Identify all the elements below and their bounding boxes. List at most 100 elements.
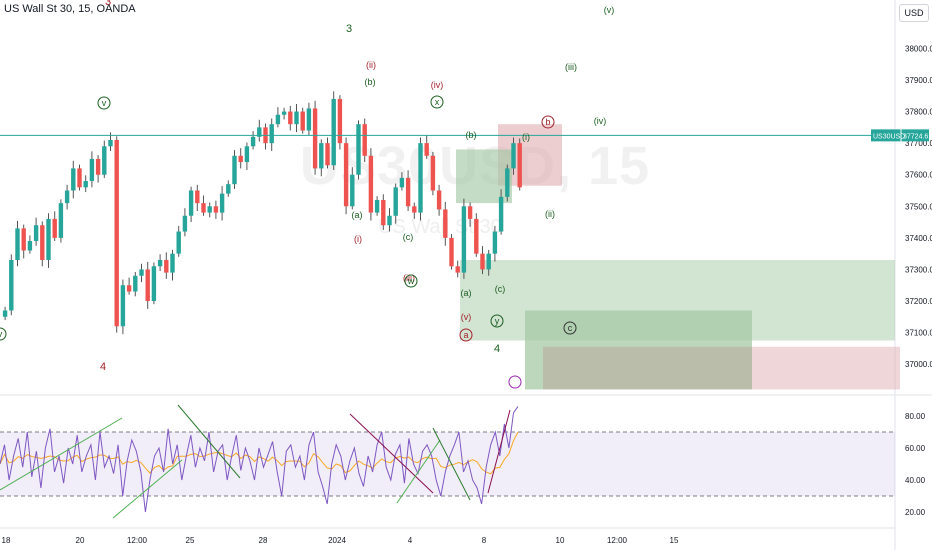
candle-body (412, 206, 417, 213)
wave-label: b (545, 117, 550, 127)
candle-body (226, 184, 231, 194)
rsi-tick-label: 40.00 (905, 476, 926, 485)
price-tick-label: 37800.0 (905, 108, 932, 117)
rsi-trendline (112, 459, 183, 519)
candle-body (325, 143, 330, 166)
price-tick-label: 37500.0 (905, 202, 932, 211)
candle-body (399, 177, 405, 188)
candle-body (195, 190, 200, 204)
wave-label: (c) (403, 232, 414, 242)
rsi-tick-label: 20.00 (905, 508, 926, 517)
time-tick-label: 28 (259, 536, 268, 545)
alert-marker-icon (508, 375, 522, 389)
price-tick-label: 37200.0 (905, 297, 932, 306)
wave-label-circle (97, 96, 111, 110)
candle-body (250, 136, 256, 147)
candle-body (207, 206, 212, 213)
rsi-line (0, 406, 519, 513)
candle-body (27, 241, 33, 251)
candle-body (337, 98, 343, 144)
time-tick-label: 20 (76, 536, 85, 545)
candle-body (89, 158, 95, 182)
wave-label: (a) (461, 288, 472, 298)
time-tick-label: 18 (2, 536, 11, 545)
rsi-trendline (396, 439, 441, 504)
price-tick-label: 37900.0 (905, 76, 932, 85)
wave-label-circle (0, 327, 7, 341)
candle-body (449, 237, 454, 267)
wave-label: y (495, 316, 500, 326)
supply-zone-right (752, 346, 900, 390)
candle-body (505, 168, 510, 197)
wave-label: 3 (346, 23, 352, 35)
rsi-trendline (487, 409, 511, 494)
price-badge-price: 37724.6 (903, 133, 928, 140)
candle-body (492, 231, 498, 254)
candle-body (64, 190, 70, 204)
price-badge[interactable] (871, 129, 929, 142)
candle-body (362, 124, 367, 156)
wave-label: c (568, 323, 573, 333)
price-tick-label: 37600.0 (905, 171, 932, 180)
wave-label: (iv) (431, 80, 444, 90)
candle-body (281, 111, 287, 115)
candle-body (126, 285, 132, 292)
candle-body (418, 143, 423, 213)
candle-body (443, 209, 448, 238)
wave-label: 3 (105, 0, 111, 8)
candle-body (139, 269, 144, 276)
price-tick-label: 37000.0 (905, 360, 932, 369)
price-tick-label: 37300.0 (905, 265, 932, 274)
wave-label: (i) (522, 132, 530, 142)
wave-label: (iv) (594, 116, 607, 126)
candle-body (157, 259, 163, 267)
candle-body (95, 158, 101, 175)
wave-label: (iii) (565, 62, 577, 72)
rsi-trendline (0, 417, 123, 491)
candle-body (58, 203, 64, 238)
time-tick-label: 15 (670, 536, 679, 545)
time-tick-label: 10 (556, 536, 565, 545)
wave-label-circle (459, 328, 473, 342)
price-tick-label: 37100.0 (905, 329, 932, 338)
rsi-tick-label: 60.00 (905, 444, 926, 453)
candle-body (381, 199, 386, 226)
time-tick-label: 12:00 (607, 536, 628, 545)
rsi-trendline (432, 427, 471, 501)
wave-label-circle (490, 314, 504, 328)
wave-label: (b) (466, 130, 477, 140)
time-tick-label: 2024 (328, 536, 346, 545)
time-tick-label: 8 (482, 536, 487, 545)
candle-body (424, 143, 429, 156)
candle-body (350, 174, 355, 207)
candle-body (40, 225, 45, 260)
candle-body (182, 215, 188, 232)
wave-label: (ii) (366, 60, 376, 70)
candle-body (9, 259, 14, 311)
wave-label: 4 (494, 343, 500, 355)
candle-body (46, 218, 51, 260)
watermark-name: US Wall St 30 (378, 216, 502, 238)
candle-body (2, 310, 8, 317)
currency-button[interactable]: USD (899, 4, 929, 22)
time-tick-label: 4 (408, 536, 413, 545)
candle-body (331, 98, 336, 166)
candle-body (133, 275, 138, 292)
candle-body (517, 143, 522, 188)
candle-body (108, 139, 113, 147)
candle-body (257, 127, 262, 137)
wave-label: (a) (352, 210, 363, 220)
time-tick-label: 25 (186, 536, 195, 545)
candle-body (232, 155, 237, 185)
candle-body (461, 206, 467, 273)
candle-body (474, 218, 479, 254)
rsi-trendline (349, 413, 434, 494)
candle-body (319, 143, 324, 169)
price-badge-ticker: US30USD (873, 133, 905, 140)
candle-body (498, 196, 504, 232)
candle-body (176, 231, 181, 254)
wave-label: x (435, 97, 440, 107)
candle-body (188, 190, 194, 216)
candle-body (102, 146, 107, 175)
